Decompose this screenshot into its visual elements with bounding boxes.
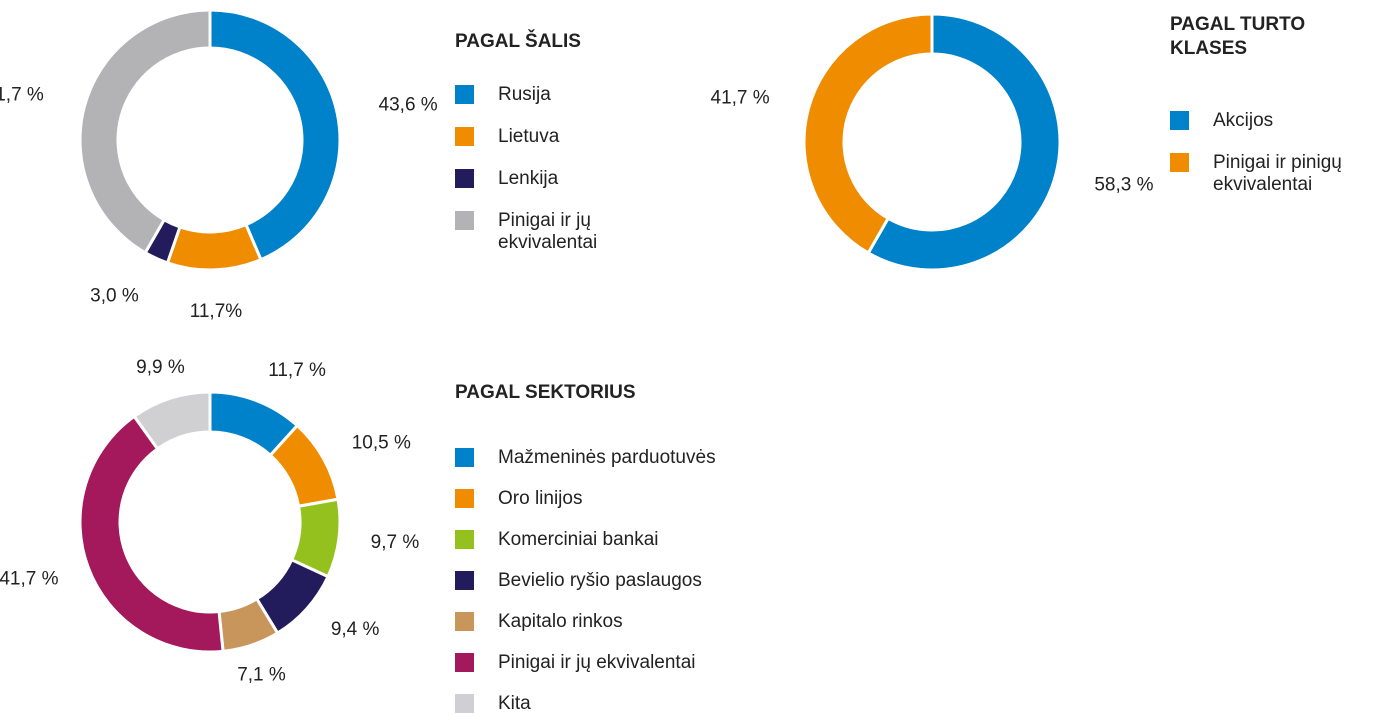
legend-swatch: [1170, 111, 1189, 130]
legend-swatch: [455, 653, 474, 672]
legend-item: Bevielio ryšio paslaugos: [455, 570, 702, 592]
legend-swatch: [455, 571, 474, 590]
legend-swatch: [455, 612, 474, 631]
legend-item: Pinigai ir jų ekvivalentai: [455, 210, 635, 254]
donut-slice: [208, 8, 342, 262]
data-label: 9,7 %: [371, 532, 420, 553]
chart-title: PAGAL ŠALIS: [455, 31, 581, 52]
legend-swatch: [455, 127, 474, 146]
donut-slice: [866, 12, 1062, 272]
legend-label: Pinigai ir jų ekvivalentai: [498, 652, 696, 673]
data-label: 10,5 %: [352, 433, 411, 454]
legend-label: Oro linijos: [498, 488, 583, 509]
legend-label: Rusija: [498, 84, 551, 105]
legend-item: Oro linijos: [455, 488, 582, 510]
data-label: 41,7 %: [0, 85, 44, 106]
legend-swatch: [455, 448, 474, 467]
legend-label: Kapitalo rinkos: [498, 611, 623, 632]
data-label: 7,1 %: [237, 665, 286, 686]
data-label: 9,9 %: [136, 357, 185, 378]
data-label: 43,6 %: [379, 95, 438, 116]
legend-label: Akcijos: [1213, 110, 1274, 131]
data-label: 11,7 %: [268, 360, 326, 381]
legend-swatch: [455, 169, 474, 188]
data-label: 9,4 %: [331, 619, 380, 640]
legend-item: Rusija: [455, 84, 551, 106]
legend-item: Lenkija: [455, 168, 558, 190]
data-label: 41,7 %: [0, 568, 59, 589]
legend-swatch: [455, 530, 474, 549]
legend-item: Mažmeninės parduotuvės: [455, 447, 716, 469]
legend-label: Kita: [498, 693, 531, 714]
data-label: 11,7%: [190, 301, 243, 322]
legend-label: Pinigai ir pinigų ekvivalentai: [1213, 152, 1342, 195]
legend-item: Komerciniai bankai: [455, 529, 659, 551]
data-label: 58,3 %: [1094, 174, 1153, 195]
legend-swatch: [455, 694, 474, 713]
legend-swatch: [455, 85, 474, 104]
data-label: 41,7 %: [711, 88, 770, 109]
donut-slice: [802, 12, 934, 256]
legend-swatch: [455, 211, 474, 230]
legend-label: Komerciniai bankai: [498, 529, 659, 550]
legend-label: Lenkija: [498, 168, 559, 189]
legend-item: Pinigai ir jų ekvivalentai: [455, 652, 696, 674]
legend-item: Lietuva: [455, 126, 559, 148]
legend-label: Lietuva: [498, 126, 560, 147]
donut-slice: [78, 8, 212, 255]
legend-item: Akcijos: [1170, 110, 1273, 132]
legend-swatch: [1170, 153, 1189, 172]
chart-title: PAGAL SEKTORIUS: [455, 382, 636, 403]
chart-title: PAGAL TURTO KLASES: [1170, 14, 1306, 59]
legend-swatch: [455, 489, 474, 508]
donut-slice: [78, 414, 225, 654]
donut-slice: [165, 222, 263, 272]
legend-label: Mažmeninės parduotuvės: [498, 447, 716, 468]
legend-item: Kapitalo rinkos: [455, 611, 623, 633]
legend-item: Kita: [455, 693, 531, 715]
legend-item: Pinigai ir pinigų ekvivalentai: [1170, 152, 1370, 196]
data-label: 3,0 %: [90, 286, 139, 307]
legend-label: Pinigai ir jų ekvivalentai: [498, 210, 598, 253]
donut-slice: [132, 390, 212, 451]
legend-label: Bevielio ryšio paslaugos: [498, 570, 702, 591]
